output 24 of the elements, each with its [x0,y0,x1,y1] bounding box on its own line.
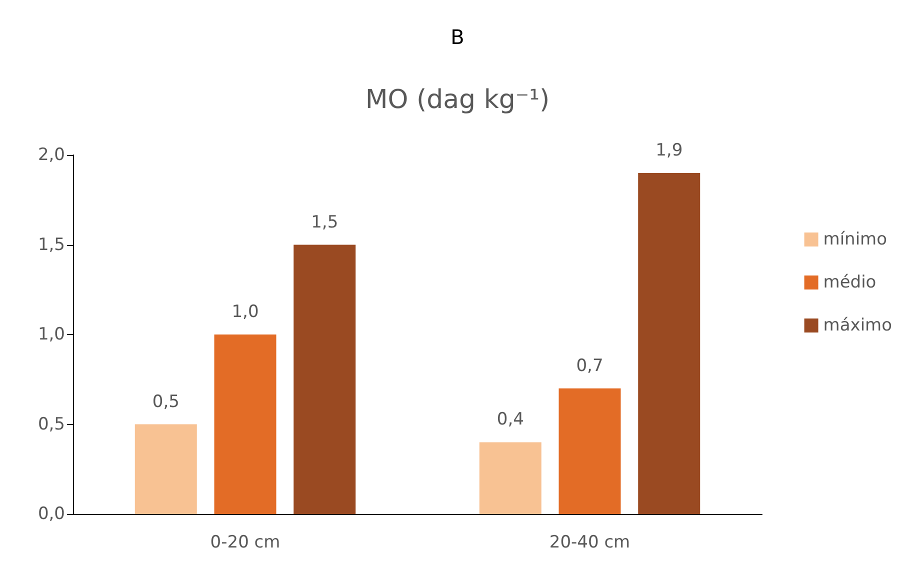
bar [479,442,542,514]
x-tick-label: 20-40 cm [549,532,630,552]
data-label: 0,7 [576,356,604,376]
data-label: 1,5 [311,212,338,232]
bar [294,244,356,514]
data-label: 1,0 [232,302,259,322]
bar [558,388,621,514]
y-tick-label: 2,0 [38,145,65,165]
chart-subtitle: MO (dag kg⁻¹) [365,85,550,115]
data-label: 1,9 [656,140,683,160]
y-tick-label: 0,0 [38,504,65,524]
bar [214,334,276,514]
y-tick-label: 0,5 [38,414,65,434]
data-label: 0,5 [152,392,180,412]
legend-label: mínimo [823,230,888,250]
y-tick-label: 1,0 [38,324,65,344]
y-tick-label: 1,5 [38,234,65,255]
x-tick-label: 0-20 cm [210,532,280,552]
chart-title: B [450,25,464,49]
bar [134,424,197,514]
data-label: 0,4 [496,410,524,430]
legend-label: médio [823,272,876,292]
legend-label: máximo [823,316,892,336]
bar [638,172,700,514]
